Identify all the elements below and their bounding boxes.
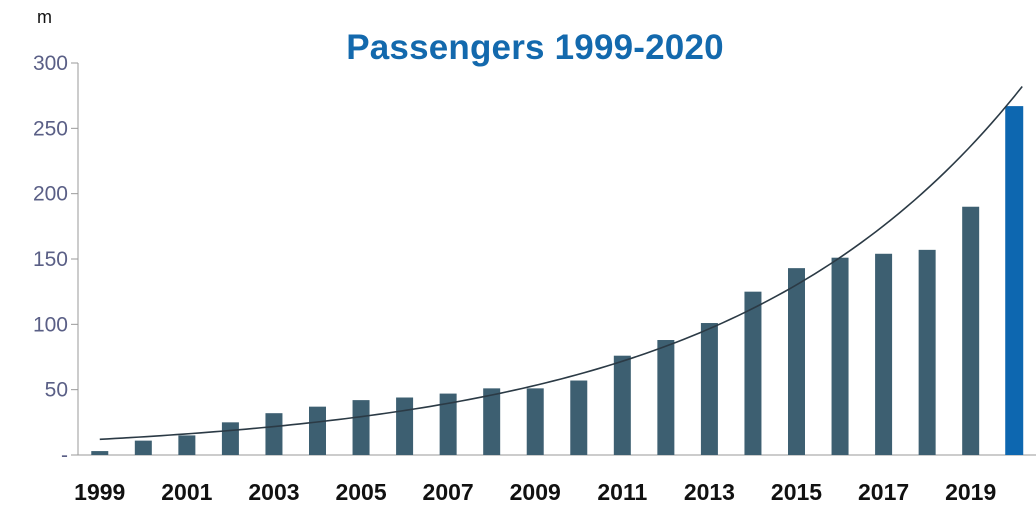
y-unit-label: m xyxy=(37,7,52,27)
trendline xyxy=(99,86,1023,441)
bar-2016 xyxy=(831,257,849,455)
bar-2010 xyxy=(570,380,588,455)
bar-2019 xyxy=(962,206,980,455)
bar-2008 xyxy=(483,388,501,455)
label-layer: - 50 100 150 200 250 300 1999 2001 2003 2005 2007 20… xyxy=(33,52,996,505)
y-tick-label: 50 xyxy=(45,379,68,402)
x-tick-label: 2007 xyxy=(423,479,474,505)
chart-title: Passengers 1999-2020 xyxy=(346,28,724,67)
bar-2015 xyxy=(788,268,805,455)
x-tick-label: 2015 xyxy=(771,479,822,505)
bar-2013 xyxy=(700,323,718,455)
x-tick-label: 2005 xyxy=(335,479,386,505)
bar-2006 xyxy=(396,397,414,455)
bar-2011 xyxy=(613,355,631,455)
x-tick-label: 2013 xyxy=(684,479,735,505)
bar-2004 xyxy=(309,406,326,455)
bar-2014 xyxy=(744,291,762,455)
bar-2009 xyxy=(526,388,544,455)
x-tick-label: 2011 xyxy=(597,479,647,505)
x-tick-label: 2009 xyxy=(510,479,561,505)
x-tick-label: 2017 xyxy=(858,479,909,505)
bar-2018 xyxy=(918,249,936,455)
y-tick-label: 250 xyxy=(33,117,68,140)
bar-layer xyxy=(91,106,1024,456)
trend-layer xyxy=(99,86,1023,441)
y-tick-label: 200 xyxy=(33,183,68,206)
y-tick-label: - xyxy=(61,444,68,467)
x-tick-label: 2003 xyxy=(248,479,299,505)
y-tick-label: 100 xyxy=(33,313,68,336)
bar-1999 xyxy=(91,451,109,455)
x-tick-label: 1999 xyxy=(74,479,125,505)
y-tick-label: 150 xyxy=(33,248,68,271)
bar-2005 xyxy=(352,400,370,455)
bar-2007 xyxy=(439,393,457,455)
bar-2012 xyxy=(657,340,675,455)
bar-2017 xyxy=(875,253,893,455)
x-tick-label: 2001 xyxy=(161,479,212,505)
y-tick-label: 300 xyxy=(33,52,68,75)
bar-2002 xyxy=(221,422,239,455)
x-tick-label: 2019 xyxy=(945,479,996,505)
bar-2000 xyxy=(134,440,152,455)
bar-2020 xyxy=(1005,106,1024,456)
bar-2003 xyxy=(265,413,283,455)
bar-2001 xyxy=(178,435,196,455)
